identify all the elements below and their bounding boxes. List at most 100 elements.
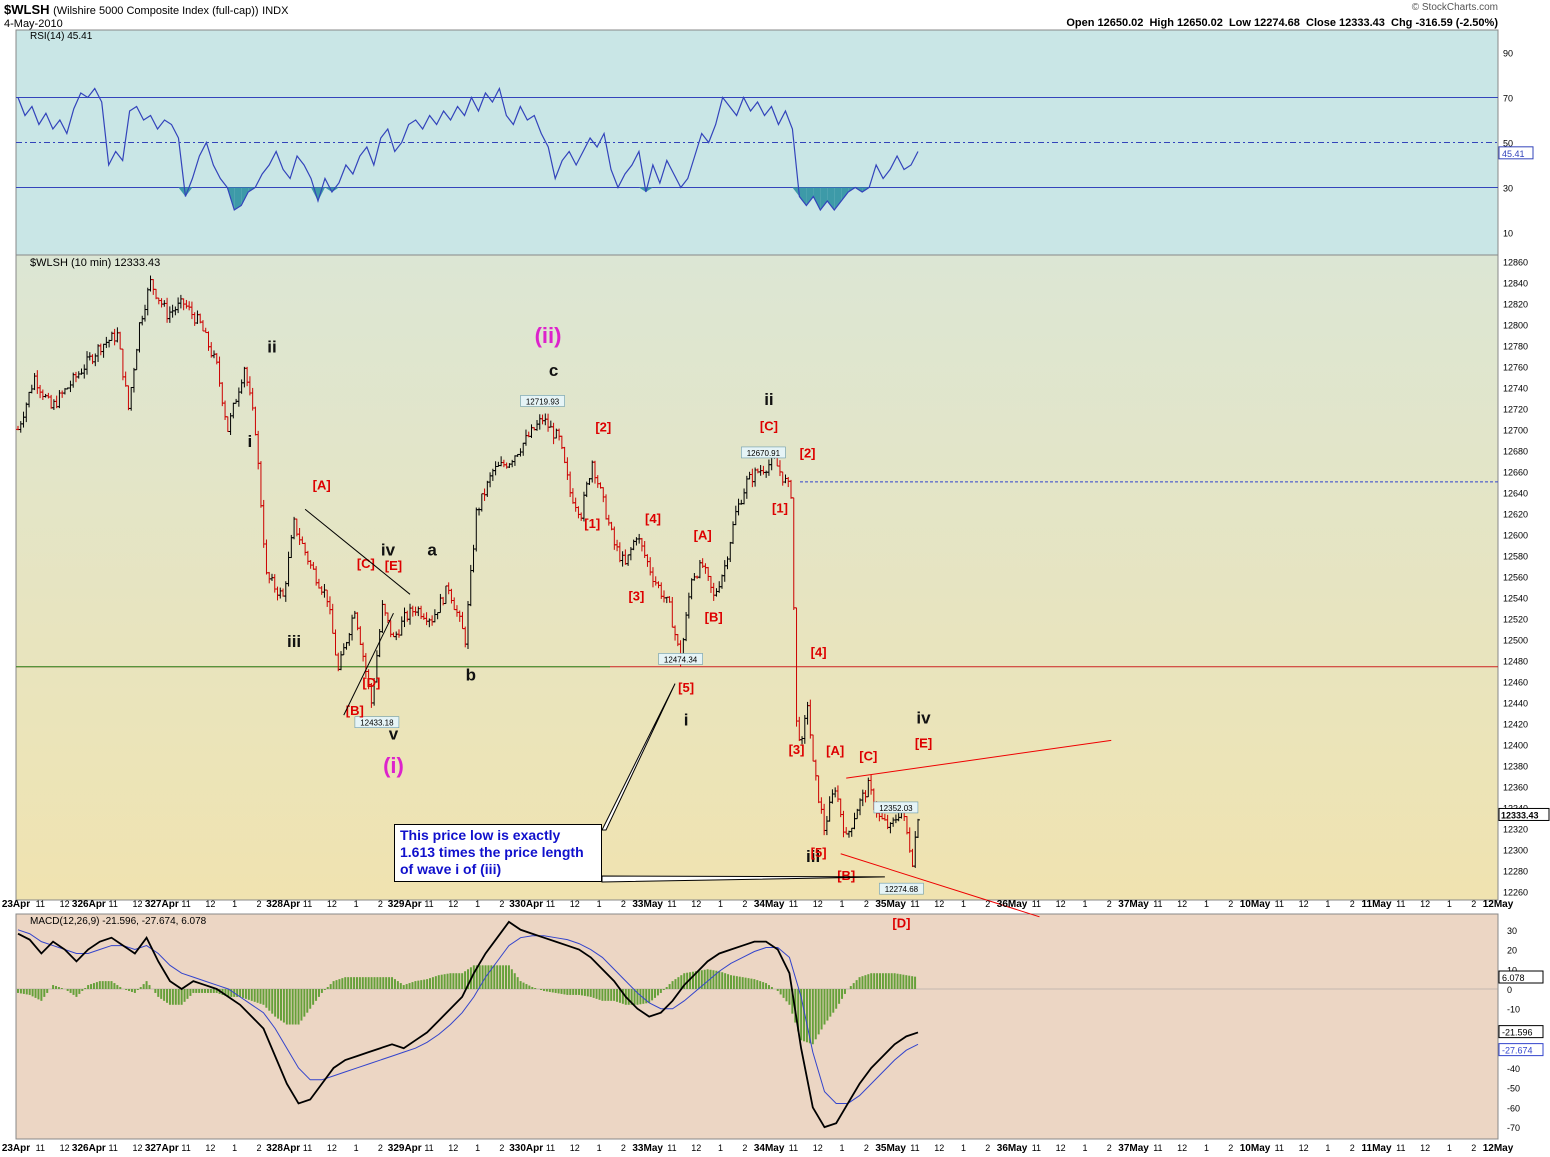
- macd-tick-label: -40: [1507, 1064, 1520, 1074]
- price-x-label: 12: [813, 899, 823, 909]
- rsi-oversold-fill: [645, 187, 653, 192]
- macd-tick-label: -70: [1507, 1123, 1520, 1133]
- price-x-label: 2: [256, 899, 261, 909]
- macd-x-label: 11: [1032, 1143, 1041, 1153]
- macd-last-value: 6.078: [1502, 973, 1525, 983]
- macd-last-value: -21.596: [1502, 1028, 1533, 1038]
- wave-label: ii: [267, 338, 276, 357]
- macd-x-label: 11: [1275, 1143, 1284, 1153]
- ohlc-summary: Open 12650.02 High 12650.02 Low 12274.68…: [1066, 17, 1498, 29]
- price-tick-label: 12560: [1503, 572, 1528, 582]
- price-x-label: 1: [597, 899, 602, 909]
- rsi-line: [17, 86, 919, 212]
- rsi-last-box: [1498, 146, 1534, 160]
- rsi-oversold-fill: [234, 187, 242, 210]
- price-x-label: 11: [1275, 899, 1284, 909]
- macd-x-label: 327Apr: [145, 1143, 179, 1154]
- price-x-label: 12: [205, 899, 215, 909]
- macd-x-label: 1: [840, 1143, 845, 1153]
- wave-label: (ii): [535, 323, 562, 348]
- price-x-label: 11: [303, 899, 312, 909]
- macd-x-label: 1: [1082, 1143, 1087, 1153]
- swing-label: 12352.03: [879, 804, 913, 813]
- symbol-title: $WLSH (Wilshire 5000 Composite Index (fu…: [4, 2, 288, 17]
- wave-label: [B]: [346, 703, 364, 718]
- price-x-label: 2: [985, 899, 990, 909]
- price-x-label: 2: [378, 899, 383, 909]
- watermark: © StockCharts.com: [1411, 2, 1498, 13]
- wave-label: (i): [383, 753, 404, 778]
- price-x-label: 2: [1350, 899, 1355, 909]
- wave-label: [2]: [800, 446, 816, 461]
- macd-x-label: 1: [475, 1143, 480, 1153]
- macd-x-label: 12: [570, 1143, 580, 1153]
- price-x-label: 11: [789, 899, 798, 909]
- rsi-oversold-fill: [792, 187, 800, 197]
- price-tick-label: 12760: [1503, 362, 1528, 372]
- macd-x-label: 23Apr: [2, 1143, 30, 1154]
- macd-x-label: 1: [718, 1143, 723, 1153]
- chart-date: 4-May-2010: [4, 18, 63, 30]
- price-x-label: 1: [840, 899, 845, 909]
- price-tick-label: 12780: [1503, 341, 1528, 351]
- price-tick-label: 12800: [1503, 320, 1528, 330]
- wave-label: i: [248, 432, 253, 451]
- price-tick-label: 12680: [1503, 446, 1528, 456]
- price-title: $WLSH (10 min) 12333.43: [30, 257, 161, 269]
- wave-label: [C]: [357, 556, 375, 571]
- triangle-bottom-line: [343, 612, 394, 716]
- rsi-oversold-fill: [638, 187, 646, 192]
- price-x-label: 2: [742, 899, 747, 909]
- macd-x-label: 11: [109, 1143, 118, 1153]
- wave-label: i: [684, 711, 689, 730]
- wave-label: [1]: [772, 500, 788, 515]
- rsi-oversold-fill: [799, 187, 807, 206]
- macd-x-label: 34May: [754, 1143, 785, 1154]
- price-x-label: 327Apr: [145, 899, 179, 910]
- price-tick-label: 12400: [1503, 741, 1528, 751]
- macd-x-label: 2: [742, 1143, 747, 1153]
- macd-x-label: 12: [448, 1143, 458, 1153]
- rsi-oversold-fill: [331, 187, 339, 192]
- rsi-oversold-fill: [827, 187, 835, 210]
- price-x-label: 2: [864, 899, 869, 909]
- macd-panel: [15, 913, 1499, 1140]
- macd-x-label: 329Apr: [388, 1143, 422, 1154]
- swing-label-box: [873, 801, 919, 814]
- wave-label: [4]: [811, 644, 827, 659]
- wave-label: v: [389, 724, 399, 743]
- macd-x-label: 12: [1420, 1143, 1430, 1153]
- price-tick-label: 12840: [1503, 278, 1528, 288]
- price-x-label: 1: [1447, 899, 1452, 909]
- price-x-label: 12: [448, 899, 458, 909]
- macd-x-label: 1: [597, 1143, 602, 1153]
- price-x-label: 1: [354, 899, 359, 909]
- macd-x-label: 11: [910, 1143, 919, 1153]
- price-tick-label: 12620: [1503, 509, 1528, 519]
- swing-label-box: [741, 446, 786, 459]
- price-tick-label: 12380: [1503, 762, 1528, 772]
- wave-label: [C]: [760, 418, 778, 433]
- price-tick-label: 12260: [1503, 888, 1528, 898]
- macd-last-box: [1498, 1025, 1544, 1039]
- price-x-label: 12May: [1483, 899, 1514, 910]
- wave-label: ii: [764, 390, 773, 409]
- price-tick-label: 12320: [1503, 825, 1528, 835]
- rsi-tick-label: 10: [1503, 229, 1513, 239]
- fib-annotation-box: This price low is exactly 1.613 times th…: [394, 824, 602, 882]
- price-tick-label: 12580: [1503, 551, 1528, 561]
- price-x-label: 1: [1082, 899, 1087, 909]
- wave-label: [A]: [826, 743, 844, 758]
- price-tick-label: 12480: [1503, 656, 1528, 666]
- price-tick-label: 12860: [1503, 257, 1528, 267]
- macd-x-label: 12: [60, 1143, 70, 1153]
- price-x-label: 330Apr: [509, 899, 543, 910]
- macd-tick-label: 0: [1507, 985, 1512, 995]
- price-x-label: 34May: [754, 899, 785, 910]
- swing-label: 12474.34: [664, 655, 698, 664]
- macd-x-label: 12: [1177, 1143, 1187, 1153]
- price-x-label: 12: [327, 899, 337, 909]
- price-x-label: 12: [132, 899, 142, 909]
- macd-signal-line: [17, 929, 919, 1104]
